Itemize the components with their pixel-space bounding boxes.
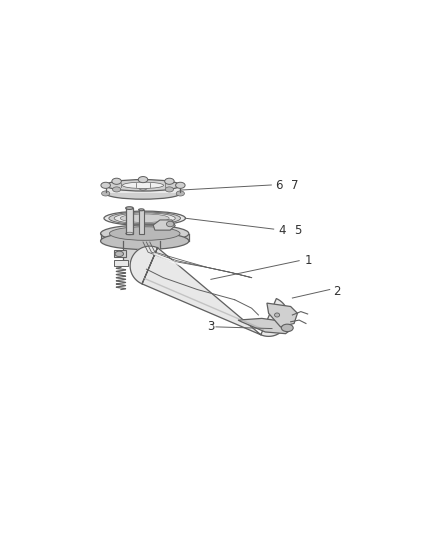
Ellipse shape — [113, 187, 121, 192]
Ellipse shape — [126, 207, 133, 209]
Text: 6: 6 — [276, 180, 283, 192]
Polygon shape — [138, 210, 144, 233]
Text: 2: 2 — [333, 285, 341, 298]
Polygon shape — [238, 318, 293, 334]
Polygon shape — [114, 260, 128, 266]
Polygon shape — [101, 233, 189, 241]
Ellipse shape — [114, 213, 175, 224]
Text: 1: 1 — [304, 254, 312, 267]
Ellipse shape — [106, 188, 180, 199]
Ellipse shape — [120, 214, 169, 222]
Ellipse shape — [123, 182, 163, 189]
Text: 4: 4 — [279, 224, 286, 237]
Ellipse shape — [110, 227, 180, 240]
Ellipse shape — [138, 176, 148, 183]
Ellipse shape — [104, 211, 185, 225]
Text: 5: 5 — [294, 224, 301, 237]
Text: 3: 3 — [208, 320, 215, 333]
Polygon shape — [106, 185, 180, 193]
Ellipse shape — [165, 187, 173, 192]
Polygon shape — [123, 241, 160, 262]
Ellipse shape — [109, 212, 180, 224]
Ellipse shape — [101, 225, 189, 242]
Ellipse shape — [176, 182, 185, 188]
Text: 7: 7 — [291, 180, 298, 192]
Polygon shape — [114, 251, 126, 257]
Ellipse shape — [102, 191, 110, 196]
Ellipse shape — [281, 324, 293, 332]
Ellipse shape — [139, 185, 147, 190]
Ellipse shape — [275, 313, 279, 317]
Ellipse shape — [112, 178, 121, 184]
Polygon shape — [126, 208, 133, 233]
Ellipse shape — [176, 191, 184, 196]
Ellipse shape — [101, 182, 110, 188]
Ellipse shape — [106, 180, 180, 191]
Polygon shape — [267, 303, 297, 327]
Polygon shape — [130, 246, 288, 336]
Ellipse shape — [165, 178, 174, 184]
Ellipse shape — [115, 251, 124, 256]
Ellipse shape — [138, 209, 144, 211]
Ellipse shape — [101, 232, 189, 249]
Ellipse shape — [166, 221, 174, 227]
Polygon shape — [153, 220, 175, 230]
